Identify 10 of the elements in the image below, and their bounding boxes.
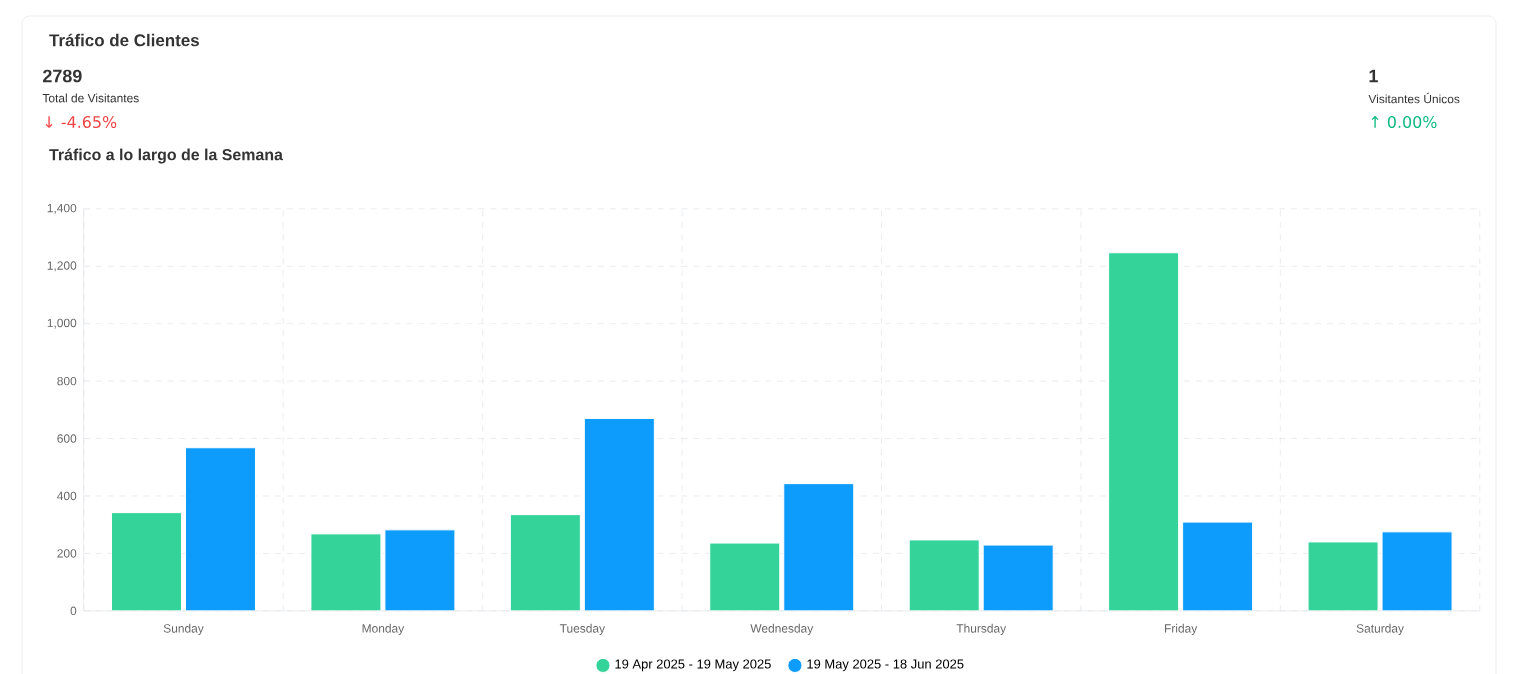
bar — [783, 483, 855, 611]
text: 1 — [1369, 69, 1378, 83]
bar — [1182, 521, 1254, 611]
chart-title: Tráfico de Clientes — [49, 33, 199, 47]
text: 2789 — [43, 69, 82, 83]
bar — [184, 447, 256, 611]
bar — [982, 544, 1054, 611]
bar — [384, 529, 456, 611]
bar — [583, 417, 655, 611]
bar — [1381, 531, 1453, 611]
